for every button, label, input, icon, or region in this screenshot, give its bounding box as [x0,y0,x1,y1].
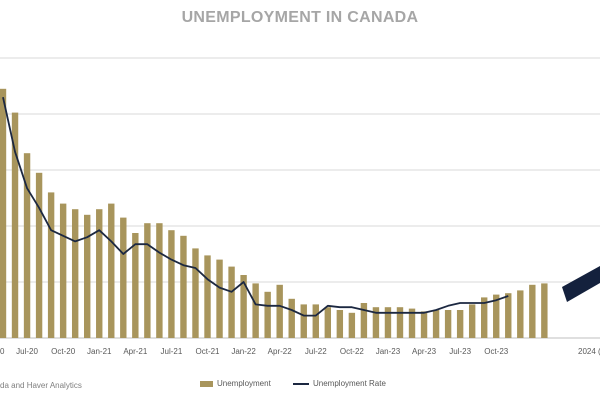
bar-unemployment [192,248,199,338]
bar-unemployment [300,304,307,338]
x-tick-label: 0 [0,347,5,356]
bar-unemployment [312,304,319,338]
x-tick-label: Apr-22 [268,347,293,356]
bar-unemployment [168,230,175,338]
bar-unemployment [481,297,488,338]
bar-unemployment [288,298,295,338]
x-tick-label: Apr-21 [123,347,148,356]
x-tick-label: Jul-21 [161,347,183,356]
bar-unemployment [47,192,55,338]
line-unemployment-rate [2,97,509,317]
bar-unemployment [240,275,247,338]
x-tick-label: Jul-22 [305,347,327,356]
projection-arrow [562,266,600,302]
x-tick-label: Jul-23 [449,347,471,356]
x-tick-label: Jan-22 [231,347,256,356]
bar-unemployment [336,310,344,338]
bar-unemployment [11,112,19,338]
legend-swatch-line [293,382,309,385]
bar-unemployment [35,172,43,338]
x-tick-label: Apr-23 [412,347,437,356]
bar-unemployment [59,203,67,338]
x-tick-label: Jan-21 [87,347,112,356]
bar-unemployment [204,255,211,338]
bar-unemployment [348,312,356,338]
x-tick-label: Oct-22 [340,347,365,356]
bar-unemployment [505,293,512,338]
bar-unemployment [108,203,115,338]
bar-unemployment [23,153,31,338]
bar-unemployment [541,283,548,338]
bar-unemployment [144,223,151,338]
chart-title: UNEMPLOYMENT IN CANADA [181,9,419,26]
bar-unemployment [420,311,428,338]
x-tick-label: Oct-21 [196,347,221,356]
bar-unemployment [468,304,476,338]
x-tick-label: Oct-23 [484,347,509,356]
bar-unemployment [372,307,380,338]
bar-unemployment [132,233,139,338]
bar-unemployment [84,214,91,338]
x-tick-label: Jul-20 [16,347,38,356]
bar-unemployment [456,310,464,338]
x-tick-label: 2024 ( [578,347,600,356]
source-note: da and Haver Analytics [0,381,82,390]
bar-unemployment [408,308,416,338]
bar-unemployment [324,307,332,338]
bar-unemployment [96,209,103,338]
legend-swatch-bar [200,380,213,387]
bar-unemployment [156,223,163,338]
legend-label-unemployment-rate: Unemployment Rate [313,379,386,388]
legend-item-unemployment: Unemployment [200,379,271,388]
x-tick-label: Jan-23 [376,347,401,356]
bar-unemployment [264,291,271,338]
bar-unemployment [120,217,127,338]
bar-unemployment [228,266,235,338]
bar-unemployment [252,283,259,338]
bar-unemployment [432,310,440,338]
bar-unemployment [444,310,452,338]
bar-unemployment [180,235,187,338]
bar-unemployment [0,88,7,338]
bar-unemployment [216,259,223,338]
bar-unemployment [396,307,404,338]
bar-unemployment [276,284,283,338]
bar-unemployment [517,290,524,338]
bar-unemployment [384,307,392,338]
legend-item-unemployment-rate: Unemployment Rate [293,379,386,388]
bar-unemployment [493,294,500,338]
x-tick-label: Oct-20 [51,347,76,356]
bar-unemployment [529,284,536,338]
legend-label-unemployment: Unemployment [217,379,271,388]
bar-unemployment [360,303,368,338]
bar-unemployment [71,209,79,338]
